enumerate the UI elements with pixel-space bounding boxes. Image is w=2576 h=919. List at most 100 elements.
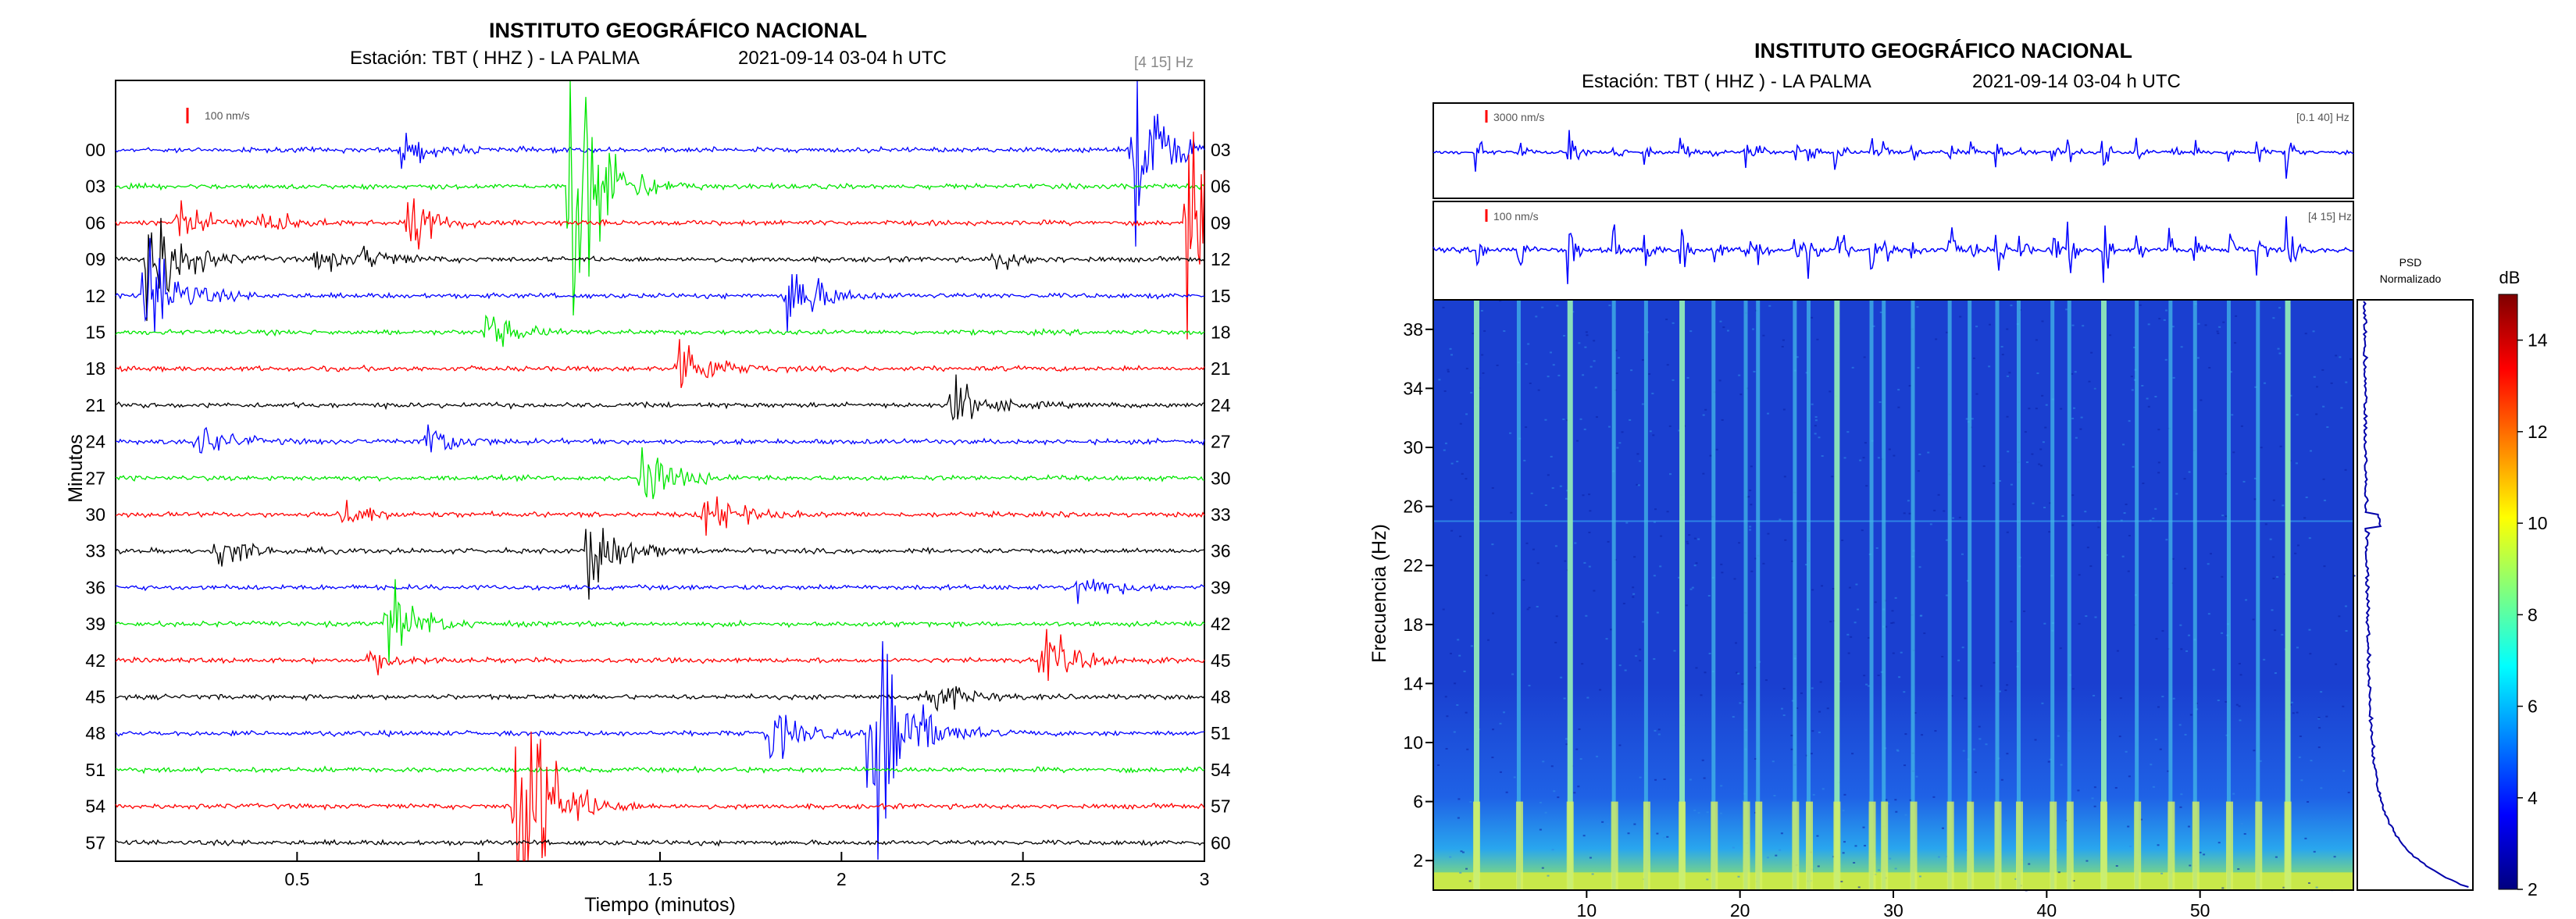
spectrogram-noise-speck xyxy=(1672,379,1675,381)
spectrogram-noise-speck xyxy=(2317,746,2321,749)
spectrogram-noise-speck xyxy=(2132,465,2135,468)
spectrogram-noise-speck xyxy=(1522,579,1525,581)
spectrogram-noise-speck xyxy=(1572,311,1575,313)
spectrogram-noise-speck xyxy=(1450,529,1454,532)
spectrogram-noise-speck xyxy=(2039,465,2043,467)
spectrogram-noise-speck xyxy=(1666,835,1669,838)
spectrogram-noise-speck xyxy=(1443,390,1447,392)
spectrogram-noise-speck xyxy=(1482,372,1485,374)
spectrogram-noise-speck xyxy=(1437,764,1440,766)
spectrogram-noise-speck xyxy=(2208,366,2211,369)
spectrogram-noise-speck xyxy=(1525,363,1528,365)
spectrogram-noise-speck xyxy=(1749,529,1752,531)
spectrogram-noise-speck xyxy=(2296,647,2299,649)
spectrogram-noise-speck xyxy=(1525,542,1529,544)
spectrogram-event-base xyxy=(2066,801,2074,890)
spectrogram-low-frequency-band xyxy=(1433,683,2353,890)
spectrogram-noise-speck xyxy=(1459,871,1462,874)
spectrogram-event-base xyxy=(1994,801,2002,890)
spectrogram-noise-speck xyxy=(1915,775,1918,778)
spectrogram-noise-speck xyxy=(2320,691,2323,693)
spectrogram-noise-speck xyxy=(2295,462,2298,465)
spectrogram-noise-speck xyxy=(2006,328,2009,330)
spectrogram-noise-speck xyxy=(2309,450,2312,452)
spectrogram-noise-speck xyxy=(1563,335,1566,337)
spectrogram-event-base xyxy=(1643,801,1650,890)
spectrogram-noise-speck xyxy=(1978,738,1982,740)
spectrogram-noise-speck xyxy=(1465,478,1468,480)
spectrogram-noise-speck xyxy=(2232,793,2235,795)
spectrogram-noise-speck xyxy=(1843,793,1846,796)
filtered-trace xyxy=(1432,216,2354,284)
spectrogram-noise-speck xyxy=(1846,431,1850,433)
spectrogram-noise-speck xyxy=(2179,624,2182,626)
spectrogram-noise-speck xyxy=(1658,831,1661,833)
spectrogram-noise-speck xyxy=(2238,705,2241,707)
spectrogram-noise-speck xyxy=(1736,671,1739,674)
spectrogram-noise-speck xyxy=(1633,556,1636,558)
spectrogram-noise-speck xyxy=(1738,374,1741,376)
spectrogram-noise-speck xyxy=(1955,828,1958,831)
spectrogram-noise-speck xyxy=(1605,638,1608,640)
spectrogram-noise-speck xyxy=(2024,431,2027,433)
spectrogram-event-stripe xyxy=(1679,300,1686,890)
spectrogram-noise-speck xyxy=(2171,326,2175,328)
spectrogram-noise-speck xyxy=(1539,801,1542,803)
spectrogram-noise-speck xyxy=(2157,844,2160,846)
spectrogram-noise-speck xyxy=(1888,448,1891,451)
helicorder-right-tick-label: 24 xyxy=(1211,395,1231,415)
spectrogram-noise-speck xyxy=(1629,419,1632,421)
spectrogram-noise-speck xyxy=(1771,760,1775,763)
spectrogram-noise-speck xyxy=(1446,715,1449,718)
spectrogram-noise-speck xyxy=(1648,373,1651,376)
spectrogram-noise-speck xyxy=(1536,605,1539,607)
spectrogram-noise-speck xyxy=(2323,499,2326,501)
psd-subtitle: Normalizado xyxy=(2380,272,2442,285)
spectrogram-noise-speck xyxy=(1444,442,1447,444)
spectrogram-noise-speck xyxy=(1686,540,1689,543)
spectrogram-x-tick-label: 40 xyxy=(2037,900,2057,919)
psd-title: PSD xyxy=(2399,256,2422,269)
spectrogram-noise-speck xyxy=(1800,692,1803,694)
spectrogram-noise-speck xyxy=(2004,689,2007,692)
spectrogram-noise-speck xyxy=(1693,537,1697,540)
spectrogram-noise-speck xyxy=(2239,719,2242,721)
spectrogram-event-stripe xyxy=(1911,300,1915,890)
spectrogram-noise-speck xyxy=(2294,552,2297,554)
spectrogram-title: INSTITUTO GEOGRÁFICO NACIONAL xyxy=(1754,38,2132,62)
spectrogram-noise-speck xyxy=(1499,300,1502,302)
spectrogram-noise-speck xyxy=(2142,483,2145,485)
spectrogram-noise-speck xyxy=(2313,376,2316,378)
spectrogram-noise-speck xyxy=(1937,856,1940,858)
spectrogram-noise-speck xyxy=(2049,502,2052,504)
spectrogram-noise-speck xyxy=(1851,366,1854,369)
spectrogram-noise-speck xyxy=(1821,585,1824,587)
spectrogram-event-base xyxy=(1967,801,1975,890)
spectrogram-noise-speck xyxy=(2000,778,2003,781)
spectrogram-noise-speck xyxy=(1635,655,1638,657)
spectrogram-noise-speck xyxy=(1993,482,1996,484)
spectrogram-noise-speck xyxy=(1810,753,1813,755)
spectrogram-noise-speck xyxy=(1923,632,1926,635)
spectrogram-noise-speck xyxy=(1831,476,1834,478)
helicorder-left-tick-label: 51 xyxy=(85,760,105,780)
spectrogram-noise-speck xyxy=(1559,485,1562,487)
spectrogram-noise-speck xyxy=(1668,425,1672,427)
spectrogram-noise-speck xyxy=(1868,636,1871,639)
spectrogram-noise-speck xyxy=(1662,837,1665,839)
helicorder-x-tick-label: 2.5 xyxy=(1011,869,1036,889)
spectrogram-noise-speck xyxy=(1689,778,1692,781)
helicorder-x-tick-label: 1 xyxy=(473,869,483,889)
spectrogram-noise-speck xyxy=(1821,788,1825,790)
spectrogram-noise-speck xyxy=(2308,537,2311,540)
spectrogram-noise-speck xyxy=(1456,461,1459,463)
helicorder-left-tick-label: 48 xyxy=(85,723,105,743)
spectrogram-noise-speck xyxy=(1566,419,1569,422)
spectrogram-noise-speck xyxy=(1624,669,1627,671)
spectrogram-noise-speck xyxy=(1721,572,1724,574)
spectrogram-noise-speck xyxy=(1443,449,1446,451)
spectrogram-noise-speck xyxy=(1961,647,1964,649)
spectrogram-noise-speck xyxy=(1688,534,1691,536)
spectrogram-noise-speck xyxy=(1861,529,1864,532)
spectrogram-event-stripe xyxy=(1756,300,1761,890)
